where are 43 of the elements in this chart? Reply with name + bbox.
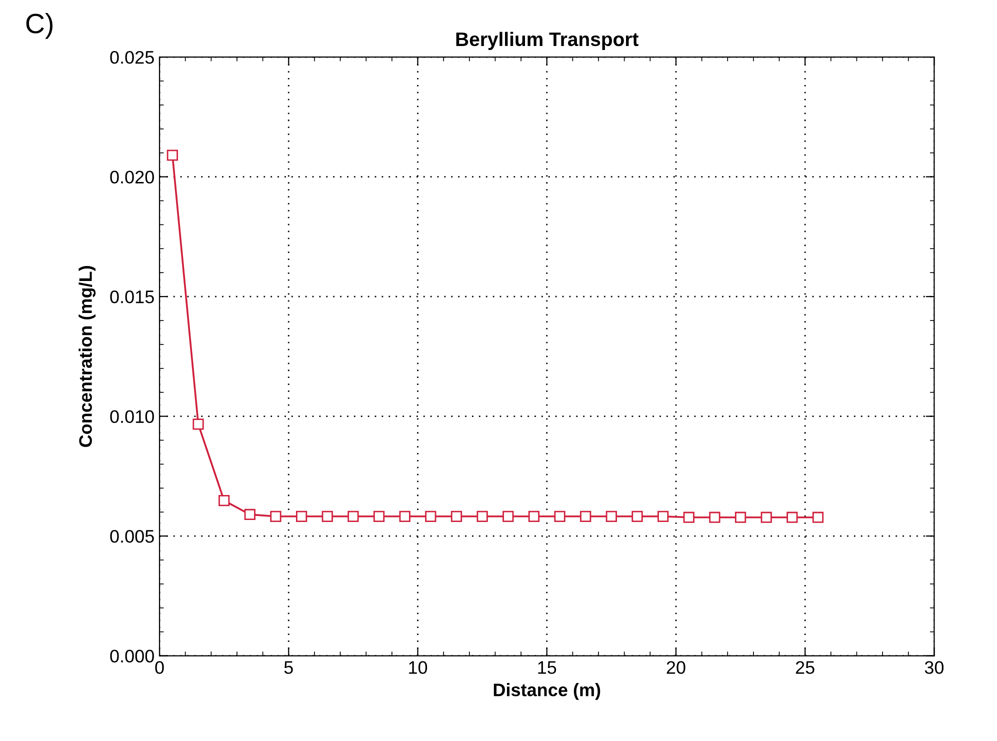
point [218, 495, 230, 506]
x-tick-label: 25 [796, 661, 814, 674]
point [476, 510, 488, 522]
point [786, 512, 798, 523]
point [244, 508, 256, 520]
point [554, 510, 566, 522]
x-tick-label: 10 [409, 661, 428, 674]
point [450, 510, 462, 522]
point [632, 510, 643, 522]
x-tick-label: 15 [538, 661, 556, 674]
y-tick-label: 0.000 [110, 650, 154, 663]
x-tick-label: 0 [155, 661, 164, 674]
x-tick-label: 5 [284, 661, 293, 674]
point [425, 510, 436, 522]
point [658, 510, 669, 522]
point [502, 510, 514, 522]
x-tick-label: 20 [666, 661, 686, 674]
point [760, 512, 772, 523]
point [528, 510, 540, 522]
y-tick-label: 0.010 [110, 410, 154, 424]
x-axis-title: Distance (m) [494, 683, 600, 700]
text: C) [26, 12, 53, 39]
y-tick-label: 0.005 [110, 530, 154, 543]
point [709, 512, 720, 523]
chart-title: Beryllium Transport [456, 32, 638, 50]
point [399, 510, 410, 522]
point [270, 510, 282, 522]
point [296, 510, 308, 522]
point [580, 510, 592, 522]
point [606, 510, 617, 522]
point [322, 510, 333, 522]
point [348, 510, 359, 522]
y-tick-label: 0.020 [110, 170, 154, 184]
x-tick-label: 30 [924, 661, 944, 674]
y-tick-label: 0.015 [110, 290, 154, 304]
point [166, 150, 178, 161]
point [812, 512, 824, 523]
point [373, 510, 385, 522]
point [734, 512, 746, 523]
point [683, 512, 694, 523]
point [192, 418, 204, 430]
y-tick-label: 0.025 [110, 50, 154, 64]
y-axis-title: Concentration (mg/L) [78, 266, 96, 447]
